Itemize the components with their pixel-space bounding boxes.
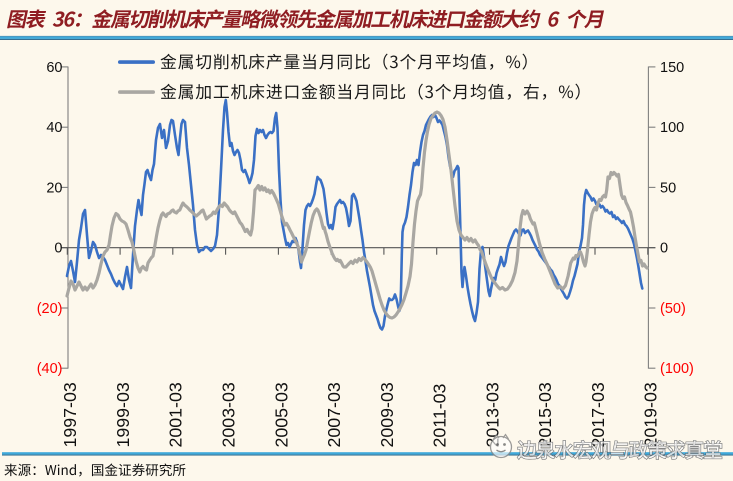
svg-text:2007-03: 2007-03 [324,382,344,447]
svg-text:2015-03: 2015-03 [535,382,555,447]
svg-text:2013-03: 2013-03 [482,382,502,447]
svg-text:(50): (50) [660,301,686,317]
svg-text:2003-03: 2003-03 [219,382,239,447]
svg-text:2001-03: 2001-03 [166,382,186,447]
svg-text:2011-03: 2011-03 [430,383,450,447]
svg-text:100: 100 [660,120,684,136]
svg-text:2019-03: 2019-03 [641,382,661,447]
svg-text:0: 0 [660,241,668,257]
svg-text:1999-03: 1999-03 [113,382,133,447]
svg-text:20: 20 [46,180,62,196]
svg-text:(20): (20) [37,301,63,317]
svg-text:2005-03: 2005-03 [271,382,291,447]
svg-text:150: 150 [660,60,684,76]
svg-text:60: 60 [46,60,62,76]
svg-text:1997-03: 1997-03 [60,382,80,447]
svg-text:2017-03: 2017-03 [588,382,608,447]
svg-text:(100): (100) [660,361,694,377]
svg-text:50: 50 [660,180,676,196]
svg-text:2009-03: 2009-03 [377,382,397,447]
svg-text:(40): (40) [37,361,63,377]
svg-text:40: 40 [46,120,62,136]
svg-text:0: 0 [54,241,62,257]
